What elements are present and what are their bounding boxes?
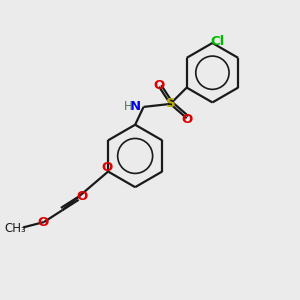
Text: S: S <box>166 98 175 110</box>
Text: O: O <box>153 79 165 92</box>
Text: N: N <box>130 100 141 113</box>
Text: O: O <box>76 190 87 203</box>
Text: O: O <box>101 161 112 175</box>
Text: Cl: Cl <box>211 35 225 48</box>
Text: O: O <box>37 216 48 229</box>
Text: CH₃: CH₃ <box>5 221 27 235</box>
Text: O: O <box>181 113 192 126</box>
Text: H: H <box>124 100 133 112</box>
